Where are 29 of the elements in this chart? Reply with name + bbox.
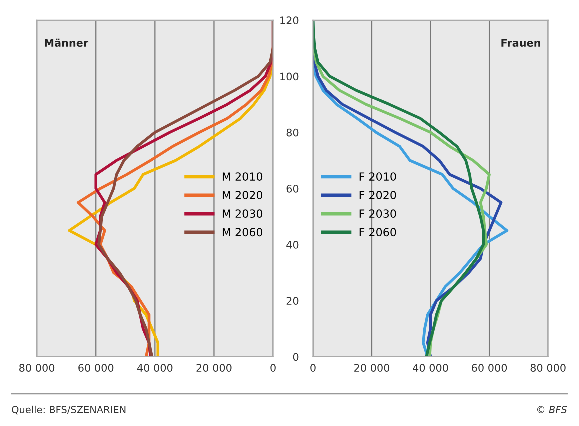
x-tick-label: 60 000 — [78, 364, 114, 372]
y-tick-label: 120 — [280, 16, 299, 25]
text: Männer — [45, 38, 89, 48]
text: Frauen — [502, 39, 540, 48]
x-tick-label: 80 000 — [20, 364, 55, 372]
legend-label: M 2010 — [222, 172, 263, 181]
y-tick-label: 0 — [293, 353, 299, 362]
x-tick-label: 0 — [310, 364, 316, 372]
source-note: Quelle: BFS/SZENARIEN — [12, 406, 126, 415]
x-tick-label: 20 000 — [354, 364, 390, 372]
y-tick-label: 40 — [286, 241, 299, 249]
text: © BFS — [538, 406, 568, 414]
x-tick-label: 40 000 — [413, 364, 448, 372]
x-tick-label: 40 000 — [137, 364, 173, 372]
legend-label: M 2030 — [222, 210, 263, 218]
legend-label: F 2030 — [360, 210, 396, 218]
y-tick-label: 100 — [280, 72, 299, 81]
x-tick-label: 80 000 — [530, 364, 566, 372]
x-tick-label: 0 — [270, 364, 276, 372]
legend-label: F 2020 — [360, 191, 396, 200]
legend-label: M 2060 — [222, 228, 263, 237]
y-tick-label: 20 — [286, 297, 299, 306]
legend-label: M 2020 — [222, 191, 263, 200]
legend-label: F 2060 — [360, 228, 396, 237]
y-tick-label: 80 — [286, 128, 299, 137]
legend-label: F 2010 — [360, 172, 396, 181]
x-tick-label: 60 000 — [472, 364, 508, 372]
y-tick-label: 60 — [286, 184, 299, 193]
x-tick-label: 20 000 — [196, 364, 232, 372]
